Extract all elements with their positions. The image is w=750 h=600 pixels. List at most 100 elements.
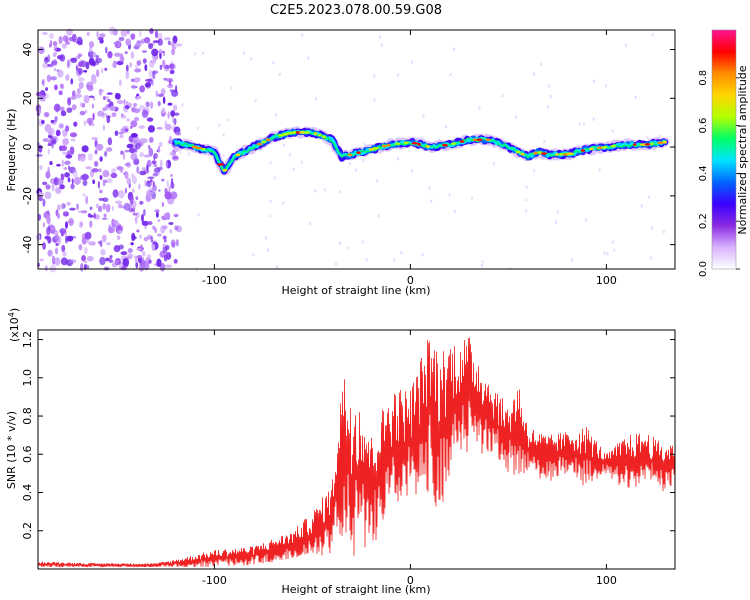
ridge-hotspot [394, 142, 400, 146]
noise-speck [195, 268, 198, 272]
ridge-hotspot [566, 152, 574, 155]
noise-speck [300, 160, 303, 164]
noise-blob [66, 201, 71, 206]
noise-speck [501, 94, 504, 98]
noise-speck [348, 162, 351, 166]
noise-blob [143, 154, 151, 158]
noise-speck [411, 60, 414, 64]
noise-blob [49, 161, 53, 166]
noise-blob [167, 83, 174, 89]
noise-speck [335, 262, 338, 266]
noise-blob [139, 200, 144, 205]
noise-blob [38, 196, 43, 202]
noise-blob [130, 51, 135, 59]
noise-speck [243, 51, 246, 55]
noise-speck [430, 199, 433, 203]
noise-blob [145, 101, 150, 108]
noise-blob [82, 174, 90, 180]
noise-blob [141, 167, 146, 171]
noise-blob [130, 242, 134, 246]
noise-blob [124, 187, 127, 194]
noise-blob [70, 138, 76, 142]
noise-speck [448, 193, 451, 197]
spectrogram-y-ticks: -40 -20 0 20 40 [21, 43, 675, 254]
y-tick-label: 0 [21, 144, 34, 151]
x-tick-label: 0 [407, 274, 414, 287]
noise-blob [167, 102, 173, 106]
noise-blob [82, 179, 88, 187]
noise-blob [84, 231, 92, 240]
noise-blob [99, 256, 106, 266]
noise-blob [95, 57, 103, 64]
noise-blob [138, 264, 145, 272]
noise-blob [75, 65, 79, 72]
noise-blob [174, 84, 178, 94]
noise-speck [274, 113, 277, 117]
ridge-hotspot [589, 147, 594, 151]
noise-blob [149, 179, 153, 183]
noise-speck [188, 152, 191, 156]
noise-speck [471, 196, 474, 200]
noise-blob [111, 205, 114, 212]
noise-blob [131, 176, 137, 185]
noise-speck [613, 248, 616, 252]
noise-blob [163, 37, 171, 41]
noise-blob [169, 63, 175, 70]
noise-speck [428, 186, 431, 190]
noise-blob [135, 142, 141, 150]
ridge-hotspot [601, 146, 608, 149]
noise-blob [113, 41, 119, 45]
noise-blob [166, 180, 169, 188]
ridge-hotspot [356, 151, 361, 154]
noise-speck [540, 62, 543, 66]
colorbar-tick-label: 0.6 [698, 118, 709, 134]
noise-blob [108, 226, 114, 234]
noise-blob [104, 150, 108, 157]
noise-blob [62, 251, 67, 257]
noise-blob [115, 200, 122, 204]
noise-blob [171, 48, 176, 56]
noise-blob [112, 220, 119, 225]
ridge-hotspot [411, 141, 418, 145]
spectrogram-y-label: Frequency (Hz) [5, 109, 18, 192]
noise-speck [289, 153, 292, 157]
y-tick-label: -20 [21, 187, 34, 205]
noise-blob [142, 250, 146, 257]
noise-blob [171, 156, 179, 161]
noise-blob [62, 35, 69, 42]
noise-blob [124, 51, 128, 54]
noise-speck [634, 96, 637, 100]
noise-blob [52, 41, 58, 46]
noise-blob [81, 255, 86, 262]
noise-blob [122, 258, 130, 267]
noise-speck [400, 251, 403, 255]
noise-blob [163, 77, 168, 81]
noise-blob [175, 239, 179, 247]
noise-blob [148, 259, 152, 264]
noise-speck [379, 35, 382, 39]
noise-blob [157, 219, 161, 222]
noise-blob [153, 57, 157, 64]
noise-blob [101, 217, 108, 220]
noise-speck [578, 122, 581, 126]
colorbar-label: Normalized spectral amplitude [736, 65, 749, 234]
noise-blob [98, 88, 103, 96]
noise-blob [132, 212, 138, 216]
noise-blob [107, 137, 113, 146]
spectrogram-frame [37, 29, 676, 270]
noise-blob [77, 77, 85, 82]
noise-blob [156, 127, 163, 130]
noise-blobs [35, 26, 676, 273]
noise-blob [158, 141, 163, 147]
noise-blob [151, 160, 157, 165]
y-tick-label: 0.8 [21, 407, 34, 425]
noise-blob [71, 33, 77, 43]
noise-blob [66, 107, 73, 113]
noise-blob [87, 153, 93, 161]
ridge-hotspot [381, 144, 388, 148]
noise-blob [109, 254, 113, 259]
noise-blob [117, 203, 123, 209]
noise-blob [150, 136, 154, 143]
noise-blob [162, 235, 167, 240]
noise-speck [583, 121, 586, 125]
